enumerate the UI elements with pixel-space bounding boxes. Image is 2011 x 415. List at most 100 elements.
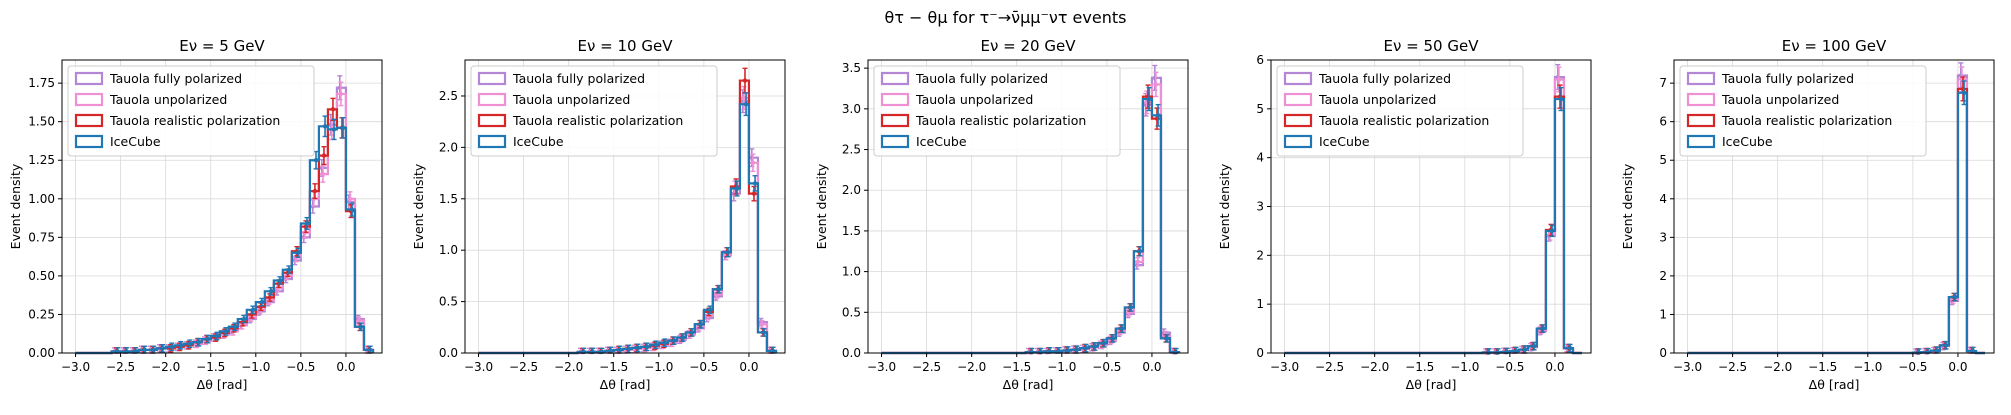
y-tick-label: 7 xyxy=(1659,76,1667,90)
legend-label-tauola-fully-polarized: Tauola fully polarized xyxy=(109,71,242,86)
y-tick-label: 1.50 xyxy=(28,115,55,129)
y-tick-label: 5 xyxy=(1256,102,1264,116)
data-point xyxy=(142,347,147,353)
x-tick-label: −1.0 xyxy=(644,360,673,374)
legend-label-tauola-fully-polarized: Tauola fully polarized xyxy=(1318,71,1451,86)
legend-swatch-icecube xyxy=(880,134,910,149)
legend-label-icecube: IceCube xyxy=(916,134,967,149)
legend-label-tauola-unpolarized: Tauola unpolarized xyxy=(1721,92,1839,107)
data-point xyxy=(1056,349,1062,354)
x-tick-label: −3.0 xyxy=(464,360,493,374)
chart-100gev: −3.0 −2.5 −2.0 −1.5 −1.0 −0.5 0.0 0 1 2 3 4 5 6 7 Eν = … xyxy=(1620,37,1995,392)
y-tick-label: 2 xyxy=(1256,248,1264,262)
legend-label-tauola-unpolarized: Tauola unpolarized xyxy=(1318,92,1436,107)
data-point xyxy=(241,316,247,322)
data-point xyxy=(743,102,749,107)
y-tick-label: 1.0 xyxy=(842,265,861,279)
legend-swatch-tauola-fully-polarized xyxy=(74,71,104,86)
data-point xyxy=(196,340,202,345)
data-point xyxy=(635,345,641,351)
legend-label-tauola-fully-polarized: Tauola fully polarized xyxy=(915,71,1048,86)
y-tick-label: 6 xyxy=(1659,115,1667,129)
data-point xyxy=(750,160,756,166)
chart-panel-100gev: −3.0 −2.5 −2.0 −1.5 −1.0 −0.5 0.0 0 1 2 3 4 5 6 7 Eν = … xyxy=(1612,0,2011,411)
x-tick-label: −1.0 xyxy=(241,360,270,374)
x-tick-label: 0.0 xyxy=(739,360,758,374)
legend-swatch-tauola-unpolarized xyxy=(1283,92,1313,107)
y-tick-label: 6 xyxy=(1256,53,1264,67)
data-point xyxy=(1952,294,1958,300)
y-tick-label: 5 xyxy=(1659,153,1667,167)
legend-swatch-tauola-realistic-polarization xyxy=(1283,113,1313,128)
y-tick-label: 3.0 xyxy=(842,102,861,116)
x-axis-label: Δθ [rad] xyxy=(1406,377,1457,392)
x-tick-label: 0.0 xyxy=(1545,360,1564,374)
legend-box xyxy=(1679,65,1927,157)
data-point xyxy=(331,127,337,132)
x-tick-label: −0.5 xyxy=(286,360,315,374)
legend-label-tauola-fully-polarized: Tauola fully polarized xyxy=(512,71,645,86)
legend-swatch-icecube xyxy=(1686,134,1716,149)
x-tick-label: −1.5 xyxy=(1002,360,1031,374)
data-point xyxy=(608,348,614,354)
data-point xyxy=(367,347,373,353)
data-point xyxy=(1549,228,1555,234)
x-tick-label: −0.5 xyxy=(689,360,718,374)
legend-swatch-tauola-fully-polarized xyxy=(880,71,910,86)
legend-box xyxy=(873,65,1121,157)
step-line-icecube xyxy=(75,125,375,355)
y-axis-label: Event density xyxy=(814,163,829,249)
x-tick-label: −1.5 xyxy=(1405,360,1434,374)
y-tick-label: 0.0 xyxy=(439,346,458,360)
data-point xyxy=(725,250,731,255)
data-point xyxy=(268,289,274,294)
legend-label-tauola-realistic-polarization: Tauola realistic polarization xyxy=(512,113,683,128)
legend-label-icecube: IceCube xyxy=(1319,134,1370,149)
chart-title: Eν = 10 GeV xyxy=(578,37,674,55)
chart-5gev: −3.0 −2.5 −2.0 −1.5 −1.0 −0.5 0.0 0.00 0.25 0.50 0… xyxy=(8,37,383,392)
x-tick-label: −2.5 xyxy=(106,360,135,374)
y-tick-label: 1.0 xyxy=(439,243,458,257)
data-point xyxy=(1513,348,1519,354)
legend: Tauola fully polarized Tauola unpolarized… xyxy=(1679,65,1927,157)
data-point xyxy=(232,324,238,329)
chart-panel-50gev: −3.0 −2.5 −2.0 −1.5 −1.0 −0.5 0.0 0 1 2 3 4 5 6 Eν = 5… xyxy=(1209,0,1609,411)
data-point xyxy=(187,341,193,346)
x-axis-label: Δθ [rad] xyxy=(1809,377,1860,392)
y-tick-label: 1.75 xyxy=(28,76,55,90)
x-tick-label: −1.0 xyxy=(1047,360,1076,374)
y-tick-label: 1 xyxy=(1256,297,1264,311)
x-tick-label: 0.0 xyxy=(336,360,355,374)
data-point xyxy=(205,336,211,342)
data-point xyxy=(671,338,677,343)
x-tick-label: −3.0 xyxy=(1270,360,1299,374)
y-tick-label: 0.5 xyxy=(439,295,458,309)
data-point xyxy=(322,124,328,129)
data-point xyxy=(1137,249,1143,254)
legend-swatch-tauola-realistic-polarization xyxy=(477,113,507,128)
data-point xyxy=(1110,336,1116,341)
data-point xyxy=(742,78,748,83)
x-tick-label: −0.5 xyxy=(1495,360,1524,374)
data-point xyxy=(599,349,605,355)
axes-frame xyxy=(1673,59,1995,354)
legend-label-tauola-unpolarized: Tauola unpolarized xyxy=(512,92,630,107)
data-point xyxy=(741,95,747,101)
legend: Tauola fully polarized Tauola unpolarized… xyxy=(1276,65,1524,157)
y-tick-label: 0 xyxy=(1256,346,1264,360)
y-tick-label: 1.00 xyxy=(28,192,55,206)
data-point xyxy=(295,250,301,255)
y-tick-label: 1.25 xyxy=(28,153,55,167)
data-point xyxy=(1146,96,1152,102)
chart-title: Eν = 100 GeV xyxy=(1782,37,1887,55)
series-icecube xyxy=(75,115,375,355)
data-point xyxy=(1164,336,1170,341)
data-point xyxy=(1038,349,1044,355)
legend-swatch-tauola-unpolarized xyxy=(477,92,507,107)
x-tick-label: −1.5 xyxy=(196,360,225,374)
data-point xyxy=(1531,343,1537,349)
x-tick-label: −1.0 xyxy=(1853,360,1882,374)
data-point xyxy=(347,196,353,201)
x-tick-label: −1.0 xyxy=(1450,360,1479,374)
data-point xyxy=(1522,347,1528,352)
